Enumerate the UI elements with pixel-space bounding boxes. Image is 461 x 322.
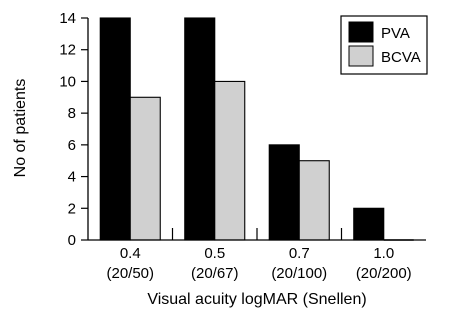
axes: [87, 18, 426, 241]
y-axis-label: No of patients: [12, 79, 29, 178]
y-tick-label: 4: [68, 169, 76, 186]
x-tick-label: (20/200): [356, 265, 412, 282]
bar-pva: [353, 207, 385, 241]
x-tick-label: 0.4: [120, 245, 141, 262]
legend-label-bcva: BCVA: [381, 49, 421, 66]
legend-swatch-bcva: [348, 45, 374, 67]
y-tick-label: 6: [68, 137, 76, 154]
x-tick-label: (20/67): [191, 265, 239, 282]
x-tick-label: (20/100): [271, 265, 327, 282]
y-tick-label: 8: [68, 105, 76, 122]
x-tick-label: 0.5: [204, 245, 225, 262]
x-axis-ticks: 0.4 (20/50) 0.5 (20/67) 0.7 (20/100) 1.0 (20/20…: [106, 228, 412, 282]
bar-pva: [268, 144, 300, 241]
y-tick-label: 0: [68, 232, 76, 249]
legend: PVA BCVA: [340, 15, 428, 75]
y-axis-ticks: 0 2 4 6 8 10 12 14: [59, 10, 88, 249]
x-tick-label: (20/50): [106, 265, 154, 282]
x-tick-label: 1.0: [373, 245, 394, 262]
x-axis-label: Visual acuity logMAR (Snellen): [147, 291, 366, 308]
bar-bcva: [298, 160, 330, 241]
bar-bcva: [214, 80, 246, 241]
y-tick-label: 2: [68, 200, 76, 217]
x-tick-label: 0.7: [289, 245, 310, 262]
y-tick-label: 14: [59, 10, 76, 27]
legend-label-pva: PVA: [381, 25, 410, 42]
bars: [99, 17, 414, 241]
legend-swatch-pva: [348, 21, 374, 43]
y-tick-label: 12: [59, 42, 76, 59]
y-tick-label: 10: [59, 73, 76, 90]
bar-bcva: [129, 96, 161, 241]
bar-pva: [99, 17, 131, 241]
bar-pva: [184, 17, 216, 241]
